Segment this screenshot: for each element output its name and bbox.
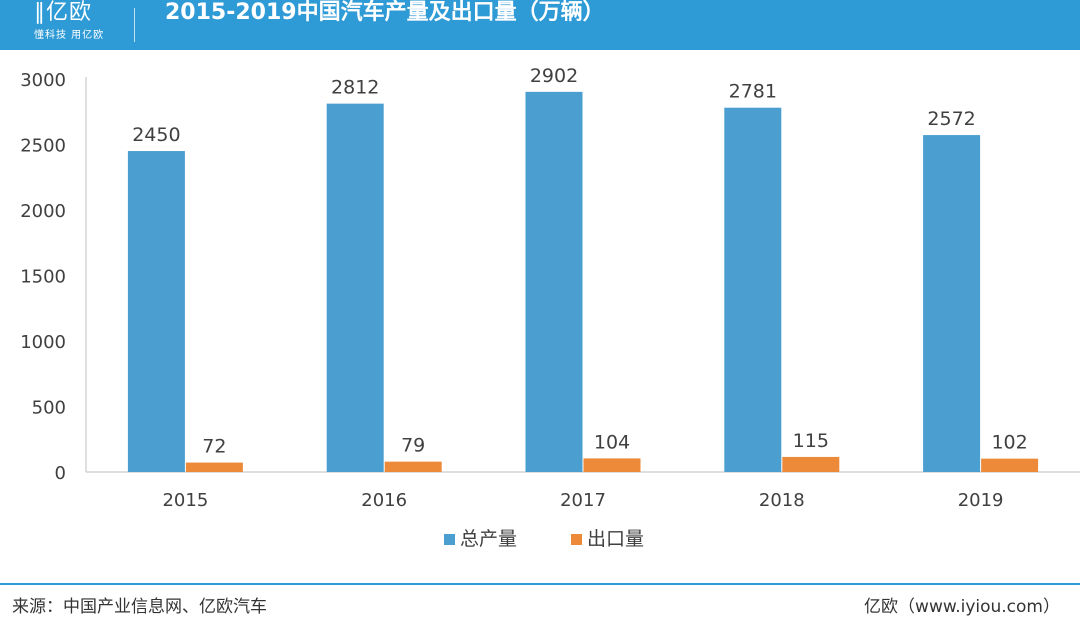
bar-chart: 0 500 1000 1500 2000 2500 3000 2450 72 2015 2812 79… (20, 65, 1080, 550)
data-label: 2902 (530, 65, 578, 87)
bar-export (384, 461, 442, 472)
data-label: 2812 (331, 77, 379, 99)
y-tick-label: 1500 (20, 267, 66, 288)
x-tick-label: 2018 (759, 490, 805, 511)
bar-production (724, 107, 782, 472)
data-label: 72 (202, 436, 226, 458)
bar-production (525, 91, 583, 472)
legend-swatch-export (571, 534, 582, 545)
logo-mark: ∥亿欧 (34, 0, 93, 25)
bar-export (782, 456, 840, 472)
data-label: 102 (991, 432, 1027, 454)
bar-export (981, 458, 1039, 472)
y-tick-label: 1000 (20, 332, 66, 353)
legend-label: 总产量 (460, 528, 517, 550)
footer-divider (0, 583, 1080, 585)
data-label: 2781 (729, 81, 777, 103)
x-tick-label: 2019 (958, 490, 1004, 511)
y-tick-label: 0 (55, 463, 66, 484)
data-label: 104 (594, 431, 630, 453)
data-label: 2572 (927, 108, 975, 130)
logo-tagline: 懂科技 用亿欧 (34, 30, 105, 41)
y-tick-label: 2000 (20, 201, 66, 222)
header-bar: ∥亿欧 懂科技 用亿欧 2015-2019中国汽车产量及出口量（万辆） (0, 0, 1080, 50)
bar-export (185, 462, 243, 472)
data-label: 115 (793, 430, 829, 452)
x-tick-label: 2016 (361, 490, 407, 511)
brand-logo: ∥亿欧 懂科技 用亿欧 (34, 0, 134, 50)
header-divider (134, 8, 135, 42)
chart-title: 2015-2019中国汽车产量及出口量（万辆） (165, 0, 605, 25)
bar-export (583, 458, 641, 472)
x-tick-label: 2017 (560, 490, 606, 511)
legend-swatch-production (444, 534, 455, 545)
y-tick-label: 500 (32, 398, 66, 419)
bar-production (127, 151, 185, 473)
legend-label: 出口量 (587, 528, 644, 550)
x-tick-label: 2015 (162, 490, 208, 511)
data-label: 2450 (132, 124, 180, 146)
data-label: 79 (401, 435, 425, 457)
y-tick-label: 2500 (20, 136, 66, 157)
bar-production (326, 103, 384, 473)
bar-production (923, 135, 981, 472)
y-tick-label: 3000 (20, 70, 66, 91)
